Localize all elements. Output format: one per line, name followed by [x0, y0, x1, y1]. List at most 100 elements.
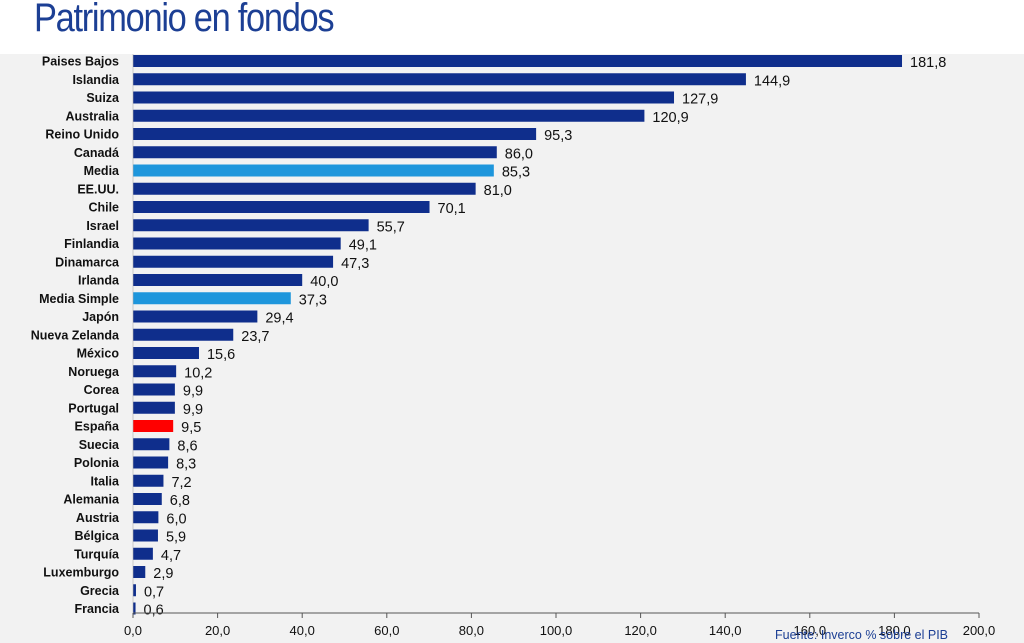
category-label-irlanda: Irlanda [78, 274, 120, 288]
value-label-israel: 55,7 [377, 219, 405, 235]
x-tick-label: 40,0 [290, 623, 315, 638]
value-label-australia: 120,9 [652, 110, 688, 126]
plot-area: Paises Bajos Islandia Suiza Australia Reino … [0, 54, 1024, 643]
value-label-nueva-zelanda: 23,7 [241, 329, 269, 345]
value-label-paises-bajos: 181,8 [910, 55, 946, 71]
value-label-turquia: 4,7 [161, 548, 181, 564]
value-label-alemania: 6,8 [170, 493, 190, 509]
category-label-islandia: Islandia [72, 73, 120, 87]
bars-group [133, 55, 903, 615]
value-label-reino-unido: 95,3 [544, 128, 572, 144]
bar-espana [133, 420, 174, 432]
x-tick-label: 100,0 [540, 623, 573, 638]
value-label-luxemburgo: 2,9 [153, 566, 173, 582]
x-tick-label: 0,0 [124, 623, 142, 638]
value-label-chile: 70,1 [438, 201, 466, 217]
category-label-canada: Canadá [74, 146, 119, 160]
value-label-ee-uu: 81,0 [484, 183, 512, 199]
bar-media [133, 164, 494, 177]
bar-belgica [133, 529, 158, 542]
bar-suiza [133, 91, 675, 104]
bar-nueva-zelanda [133, 328, 234, 341]
bar-francia [133, 602, 136, 615]
category-label-francia: Francia [75, 602, 121, 616]
value-label-austria: 6,0 [166, 511, 186, 527]
category-label-austria: Austria [76, 511, 120, 525]
title-bar: Patrimonio en fondos [0, 0, 1024, 54]
bar-noruega [133, 365, 177, 378]
bar-media-simple [133, 292, 291, 305]
bar-chart: Paises Bajos Islandia Suiza Australia Reino … [31, 54, 995, 638]
value-label-espana: 9,5 [181, 420, 201, 436]
value-label-finlandia: 49,1 [349, 238, 377, 254]
category-label-finlandia: Finlandia [64, 237, 120, 251]
category-label-luxemburgo: Luxemburgo [43, 566, 119, 580]
category-label-israel: Israel [86, 219, 119, 233]
category-label-media: Media [84, 164, 120, 178]
value-label-portugal: 9,9 [183, 402, 203, 418]
bar-ee-uu [133, 182, 476, 195]
value-label-suecia: 8,6 [177, 438, 197, 454]
bar-luxemburgo [133, 566, 146, 578]
category-labels: Paises Bajos Islandia Suiza Australia Reino … [31, 55, 120, 617]
category-label-reino-unido: Reino Unido [45, 128, 119, 142]
value-label-mexico: 15,6 [207, 347, 235, 363]
category-label-alemania: Alemania [63, 493, 120, 507]
x-tick-label: 80,0 [459, 623, 484, 638]
x-tick-label: 60,0 [374, 623, 399, 638]
category-label-belgica: Bélgica [75, 529, 121, 543]
category-label-italia: Italia [91, 474, 121, 488]
value-label-suiza: 127,9 [682, 92, 718, 108]
bar-italia [133, 474, 164, 487]
bar-mexico [133, 347, 199, 359]
bar-portugal [133, 401, 175, 414]
value-label-islandia: 144,9 [754, 73, 790, 89]
x-tick-label: 160,0 [794, 623, 827, 638]
category-label-grecia: Grecia [80, 584, 120, 598]
x-tick-label: 20,0 [205, 623, 230, 638]
category-label-chile: Chile [88, 201, 119, 215]
bar-paises-bajos [133, 55, 903, 67]
bar-irlanda [133, 274, 303, 286]
bar-israel [133, 219, 369, 232]
bar-chile [133, 201, 430, 213]
value-labels: 181,8 144,9 127,9 120,9 95,3 86,0 85,3 81,0 70,1… [144, 55, 947, 619]
x-tick-label: 200,0 [963, 623, 996, 638]
page-title: Patrimonio en fondos [34, 0, 335, 40]
bar-dinamarca [133, 255, 334, 268]
x-axis: 0,0 20,0 40,0 60,0 80,0 100,0 120,0 140,0 160,0 1… [124, 54, 995, 638]
x-tick-label: 140,0 [709, 623, 742, 638]
value-label-noruega: 10,2 [184, 365, 212, 381]
bar-alemania [133, 493, 162, 505]
category-label-dinamarca: Dinamarca [55, 255, 120, 269]
bar-austria [133, 511, 159, 524]
bar-grecia [133, 584, 136, 597]
value-label-belgica: 5,9 [166, 530, 186, 546]
bar-suecia [133, 438, 170, 451]
category-label-suecia: Suecia [79, 438, 120, 452]
category-label-noruega: Noruega [68, 365, 120, 379]
category-label-japon: Japón [82, 310, 119, 324]
bar-turquia [133, 547, 153, 560]
bar-japon [133, 310, 258, 323]
bar-canada [133, 146, 497, 159]
bar-corea [133, 383, 175, 396]
value-label-grecia: 0,7 [144, 584, 164, 600]
value-label-japon: 29,4 [265, 311, 293, 327]
value-label-irlanda: 40,0 [310, 274, 338, 290]
category-label-mexico: México [77, 347, 120, 361]
category-label-corea: Corea [84, 383, 120, 397]
bar-australia [133, 109, 645, 122]
category-label-portugal: Portugal [68, 401, 119, 415]
bar-reino-unido [133, 128, 537, 140]
bar-polonia [133, 456, 169, 469]
value-label-polonia: 8,3 [176, 457, 196, 473]
value-label-francia: 0,6 [144, 603, 164, 619]
bar-finlandia [133, 237, 341, 250]
category-label-australia: Australia [66, 109, 121, 123]
value-label-canada: 86,0 [505, 146, 533, 162]
value-label-italia: 7,2 [171, 475, 191, 491]
category-label-suiza: Suiza [86, 91, 120, 105]
value-label-corea: 9,9 [183, 384, 203, 400]
category-label-polonia: Polonia [74, 456, 120, 470]
